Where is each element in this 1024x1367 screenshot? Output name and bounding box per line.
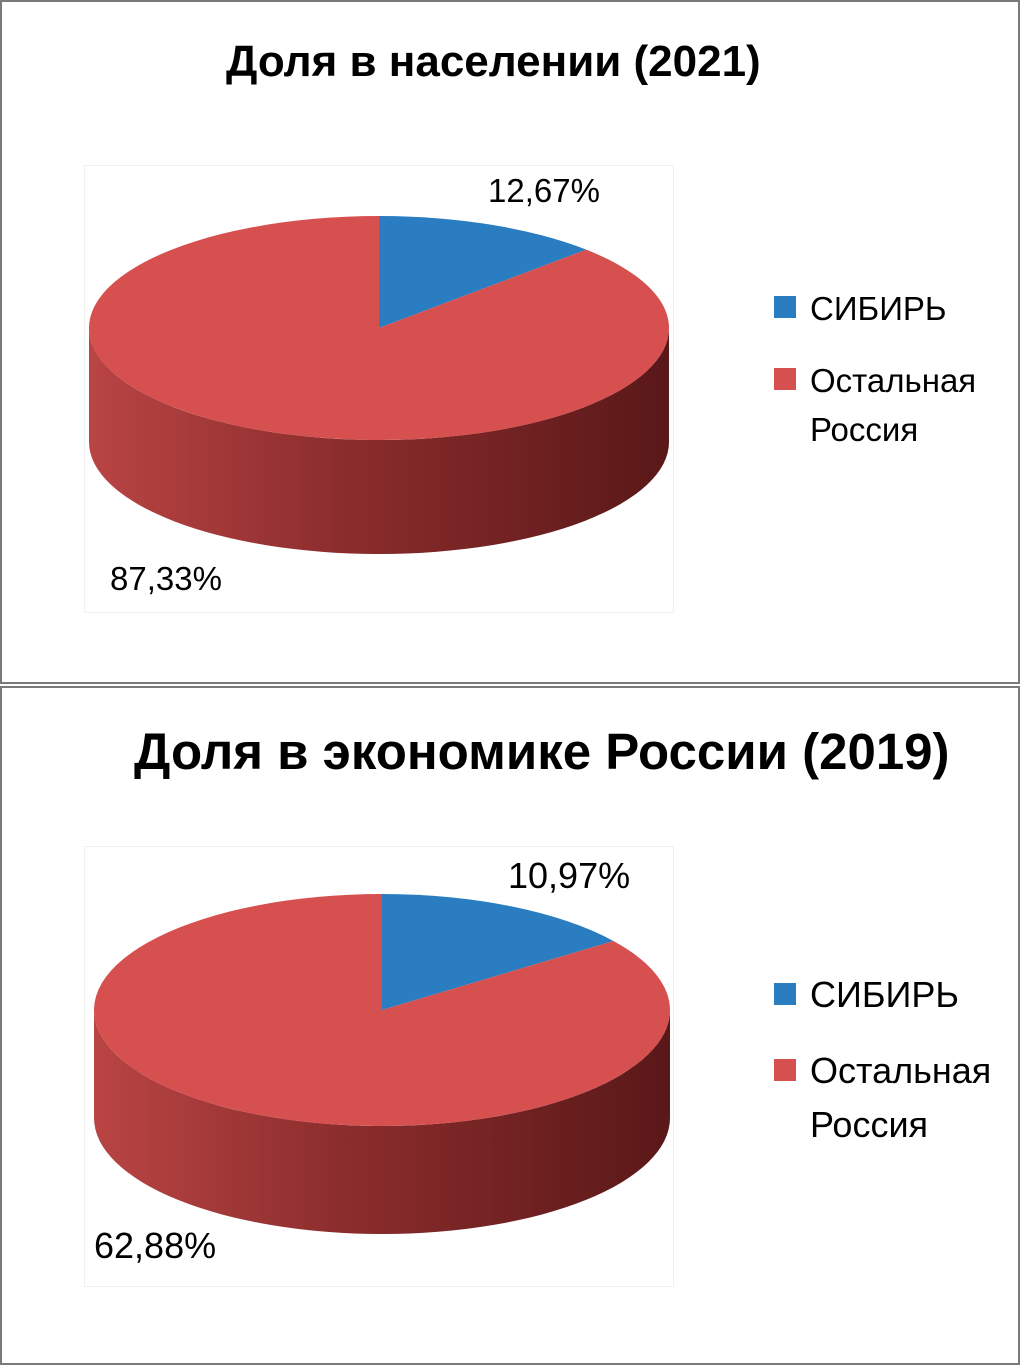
pie-slice-rest bbox=[88, 216, 669, 441]
pie-chart bbox=[94, 894, 670, 1234]
legend-label: Остальная Россия bbox=[810, 361, 977, 449]
legend-item-rest: Остальная Россия bbox=[774, 1044, 1024, 1152]
chart-title: Доля в населении (2021) bbox=[226, 37, 761, 86]
legend: СИБИРЬ Остальная Россия bbox=[774, 968, 1024, 1152]
legend-swatch-rest bbox=[774, 367, 796, 390]
legend-label: Остальная Россия bbox=[810, 1050, 992, 1145]
pie-slice-rest bbox=[94, 894, 670, 1126]
pie-side-wall bbox=[94, 1010, 670, 1234]
legend-item-rest: Остальная Россия bbox=[774, 356, 1024, 455]
pie-side-wall bbox=[89, 328, 669, 554]
population-chart-panel: Доля в населении (2021) 12,67% 87,33% СИ… bbox=[0, 0, 1020, 684]
data-label-siberia: 12,67% bbox=[488, 172, 600, 209]
legend-swatch-siberia bbox=[774, 296, 796, 318]
data-label-siberia: 10,97% bbox=[508, 855, 631, 896]
data-label-rest: 62,88% bbox=[94, 1225, 217, 1266]
legend: СИБИРЬ Остальная Россия bbox=[774, 284, 1024, 455]
chart-title: Доля в экономике России (2019) bbox=[134, 723, 950, 780]
economy-chart-panel: Доля в экономике России (2019) 10,97% 62… bbox=[0, 686, 1020, 1365]
legend-item-siberia: СИБИРЬ bbox=[774, 284, 1024, 334]
legend-swatch-siberia bbox=[774, 983, 796, 1005]
legend-swatch-rest bbox=[774, 1059, 796, 1081]
pie-chart bbox=[88, 216, 669, 554]
plot-area bbox=[84, 846, 674, 1287]
legend-item-siberia: СИБИРЬ bbox=[774, 968, 1024, 1022]
data-label-rest: 87,33% bbox=[110, 560, 222, 597]
legend-label: СИБИРЬ bbox=[810, 974, 960, 1015]
legend-label: СИБИРЬ bbox=[810, 290, 947, 327]
pie-slice-siberia bbox=[379, 216, 587, 328]
plot-area bbox=[84, 165, 674, 613]
pie-slice-siberia bbox=[382, 894, 614, 1010]
